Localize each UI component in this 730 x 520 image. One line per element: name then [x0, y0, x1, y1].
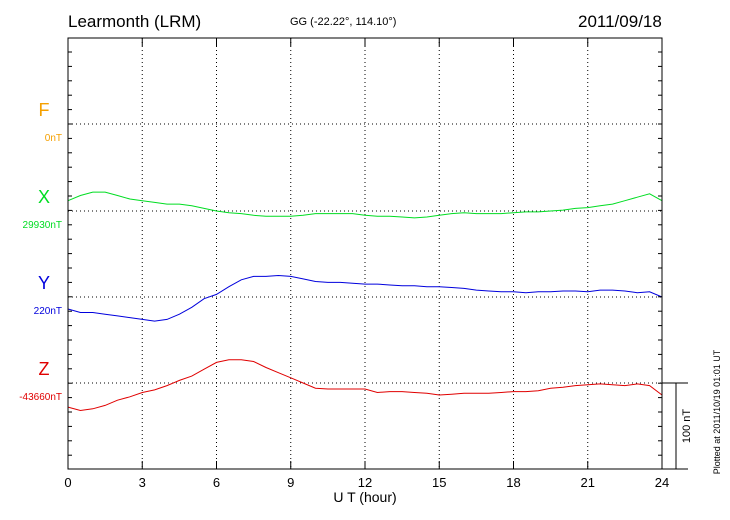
series-baseline-f: 0nT: [45, 133, 62, 144]
x-tick-label: 0: [64, 475, 71, 490]
x-tick-label: 15: [432, 475, 446, 490]
x-axis-label: U T (hour): [333, 489, 396, 505]
x-tick-label: 3: [139, 475, 146, 490]
series-line-x: [67, 191, 663, 219]
station-coordinates: GG (-22.22°, 114.10°): [290, 16, 397, 28]
station-title: Learmonth (LRM): [68, 12, 202, 31]
plotted-note: Plotted at 2011/10/19 01:01 UT: [712, 349, 722, 474]
series-baseline-x: 29930nT: [23, 220, 62, 231]
x-tick-label: 6: [213, 475, 220, 490]
plot-date: 2011/09/18: [578, 12, 662, 31]
series-line-z: [67, 359, 663, 412]
x-tick-label: 24: [655, 475, 669, 490]
x-tick-label: 21: [581, 475, 595, 490]
series-baseline-y: 220nT: [34, 306, 62, 317]
grid-lines: [68, 38, 662, 469]
x-tick-label: 12: [358, 475, 372, 490]
series-name-x: X: [38, 187, 50, 207]
series-name-z: Z: [39, 359, 50, 379]
series-baseline-z: -43660nT: [19, 392, 62, 403]
series-name-f: F: [39, 100, 50, 120]
scale-bar-label: 100 nT: [681, 409, 693, 444]
series-labels: F 0nT X 29930nT Y 220nT Z -43660nT: [19, 100, 62, 403]
series-traces: [67, 191, 663, 412]
x-ticks: 0 3 6 9 12 15 18 21 24: [64, 38, 669, 490]
series-name-y: Y: [38, 273, 50, 293]
scale-bar: 100 nT: [662, 382, 693, 470]
x-tick-label: 18: [506, 475, 520, 490]
x-tick-label: 9: [287, 475, 294, 490]
series-line-y: [67, 274, 663, 322]
